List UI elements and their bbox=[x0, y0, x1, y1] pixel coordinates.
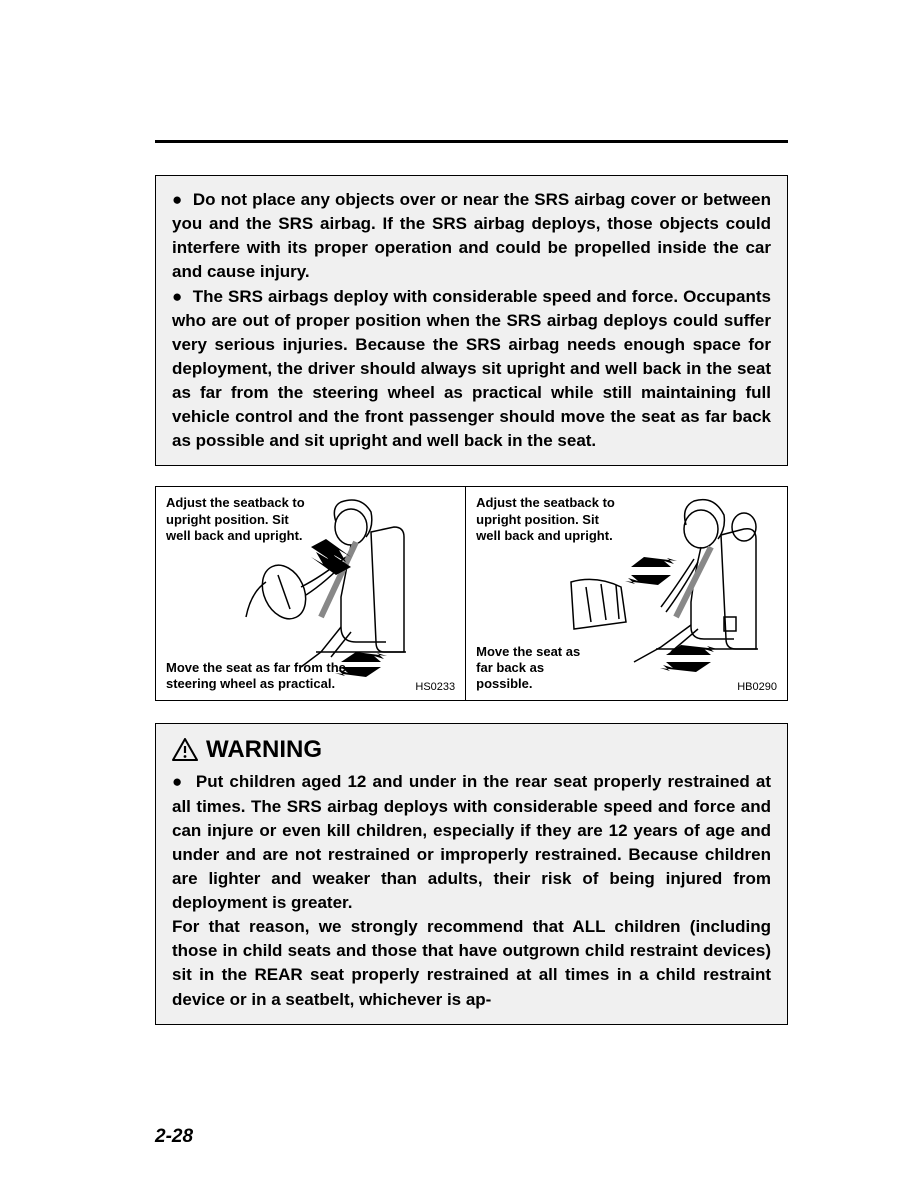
top-divider bbox=[155, 140, 788, 143]
diagram-passenger: Adjust the seatback to upright position.… bbox=[465, 486, 788, 701]
warning-triangle-icon bbox=[172, 738, 198, 762]
warning-bullet-1: Put children aged 12 and under in the re… bbox=[172, 772, 771, 912]
diagram-row: Adjust the seatback to upright position.… bbox=[155, 486, 788, 701]
page-number: 2-28 bbox=[155, 1126, 193, 1148]
diagram-right-upper: Adjust the seatback to upright position.… bbox=[476, 495, 626, 544]
diagram-right-lower: Move the seat as far back as possible. bbox=[476, 644, 586, 693]
warning-title: WARNING bbox=[206, 736, 322, 764]
diagram-left-lower: Move the seat as far from the steering w… bbox=[166, 660, 366, 693]
warning-box: WARNING ● Put children aged 12 and under… bbox=[155, 723, 788, 1024]
diagram-driver: Adjust the seatback to upright position.… bbox=[155, 486, 465, 701]
diagram-left-upper: Adjust the seatback to upright position.… bbox=[166, 495, 316, 544]
info-text-1: ● Do not place any objects over or near … bbox=[172, 188, 771, 285]
info-bullet-1: Do not place any objects over or near th… bbox=[172, 190, 771, 281]
bullet-icon: ● bbox=[172, 190, 183, 209]
warning-text-2: For that reason, we strongly recommend t… bbox=[172, 915, 771, 1012]
info-bullet-2: The SRS airbags deploy with considerable… bbox=[172, 287, 771, 451]
manual-page: ● Do not place any objects over or near … bbox=[0, 0, 908, 1105]
info-box: ● Do not place any objects over or near … bbox=[155, 175, 788, 466]
warning-header: WARNING bbox=[172, 736, 771, 764]
bullet-icon: ● bbox=[172, 772, 184, 791]
diagram-left-code: HS0233 bbox=[415, 681, 455, 695]
info-text-2: ● The SRS airbags deploy with considerab… bbox=[172, 285, 771, 454]
warning-text-1: ● Put children aged 12 and under in the … bbox=[172, 770, 771, 915]
bullet-icon: ● bbox=[172, 287, 183, 306]
diagram-right-code: HB0290 bbox=[737, 681, 777, 695]
